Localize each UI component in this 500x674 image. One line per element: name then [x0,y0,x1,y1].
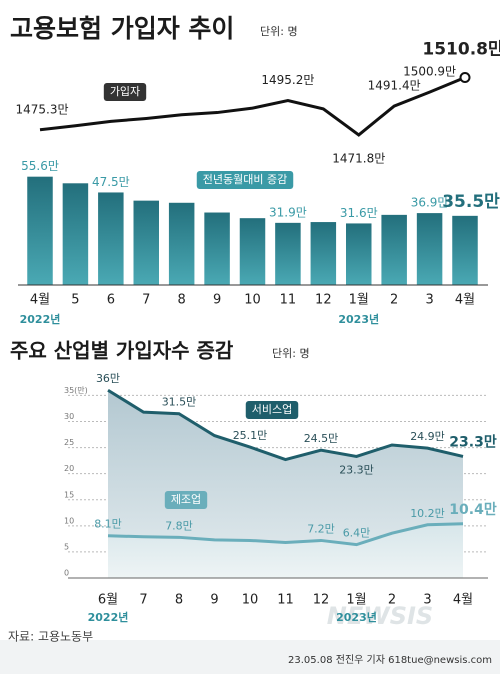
credit: 23.05.08 전진우 기자 618tue@newsis.com [288,654,492,666]
source: 자료: 고용노동부 [8,630,93,644]
unit-label: 단위: 명 [272,347,310,360]
y-tick-label: 30 [64,412,74,421]
bar [204,212,230,285]
data-label: 1510.8만 [422,40,500,60]
end-marker [459,72,471,84]
bar [275,222,301,285]
x-tick-label: 11 [280,293,297,308]
bar [416,213,443,285]
x-tick-label: 2 [390,293,398,308]
legend-tag-box [245,401,299,419]
legend-tag-box [164,491,208,509]
x-tick-label: 10 [242,593,259,608]
x-tick-label: 1월 [346,593,366,608]
data-label: 36만 [96,372,120,385]
legend-tag-box [196,171,294,189]
bar [452,215,478,285]
data-label: 1491.4만 [368,79,421,93]
legend-tag-box [103,83,147,101]
bar [310,222,337,285]
bar [62,183,89,285]
data-label: 23.3만 [339,463,374,476]
data-label: 24.9만 [410,430,445,443]
y-tick-label: 25 [64,438,74,447]
x-tick-label: 10 [244,293,261,308]
x-tick-label: 4월 [453,593,473,608]
x-tick-label: 4월 [455,293,475,308]
data-label: 36.9만 [411,196,449,210]
area [108,523,463,578]
x-tick-label: 6 [107,293,115,308]
data-label: 10.2만 [410,507,445,520]
bar [239,218,266,285]
legend-tag: 제조업 [171,493,201,506]
x-tick-label: 4월 [30,293,50,308]
y-tick-label: 20 [64,464,74,473]
bar [381,214,407,285]
x-tick-label: 12 [315,293,332,308]
y-tick-label: 10 [64,516,74,525]
footer-bg [0,640,500,674]
x-tick-label: 3 [425,293,433,308]
data-label: 25.1만 [233,429,268,442]
x-tick-label: 1월 [349,293,369,308]
unit-label: 단위: 명 [260,25,298,38]
bar [133,200,159,285]
data-label: 10.4만 [449,502,497,518]
y-tick-label: 5 [64,542,69,551]
area [108,390,463,578]
data-label: 7.2만 [307,522,335,535]
data-label: 23.3만 [449,434,497,450]
data-label: 47.5만 [92,175,130,189]
data-label: 6.4만 [343,527,371,540]
legend-tag: 전년동월대비 증감 [203,173,287,186]
line [107,388,464,462]
data-label: 24.5만 [304,432,339,445]
watermark: NEWSIS [327,602,433,630]
line [107,522,464,547]
legend-tag: 가입자 [110,85,140,98]
data-label: 55.6만 [21,159,59,173]
y-tick-label: 0 [64,569,69,578]
year-label: 2022년 [88,610,129,624]
data-label: 31.6만 [340,206,378,220]
x-tick-label: 2 [388,593,396,608]
x-tick-label: 7 [142,293,150,308]
x-tick-label: 5 [71,293,79,308]
x-tick-label: 9 [210,593,218,608]
x-tick-label: 8 [175,593,183,608]
year-label: 2023년 [338,312,379,326]
x-tick-label: 11 [277,593,294,608]
y-tick-label: 15 [64,490,74,499]
data-label: 35.5만 [442,192,500,212]
data-label: 1475.3만 [15,102,68,116]
data-label: 7.8만 [165,519,193,532]
line [39,76,466,137]
data-label: 1471.8만 [332,151,385,165]
data-label: 1500.9만 [403,65,456,79]
bar [98,192,124,285]
x-tick-label: 9 [213,293,221,308]
data-label: 31.9만 [269,205,307,219]
data-label: 1495.2만 [261,73,314,87]
chart-title: 고용보험 가입자 추이 [10,14,234,43]
year-label: 2022년 [20,312,61,326]
chart-title: 주요 산업별 가입자수 증감 [10,339,234,363]
y-tick-label: 35(만) [64,386,88,395]
x-tick-label: 7 [139,593,147,608]
data-label: 31.5만 [162,396,197,409]
x-tick-label: 3 [423,593,431,608]
legend-tag: 서비스업 [252,403,292,416]
bar [27,176,53,285]
x-tick-label: 12 [313,593,330,608]
year-label: 2023년 [336,610,377,624]
data-label: 8.1만 [94,518,122,531]
x-tick-label: 6월 [98,593,118,608]
x-tick-label: 8 [178,293,186,308]
bar [168,202,195,285]
bar [346,223,372,285]
